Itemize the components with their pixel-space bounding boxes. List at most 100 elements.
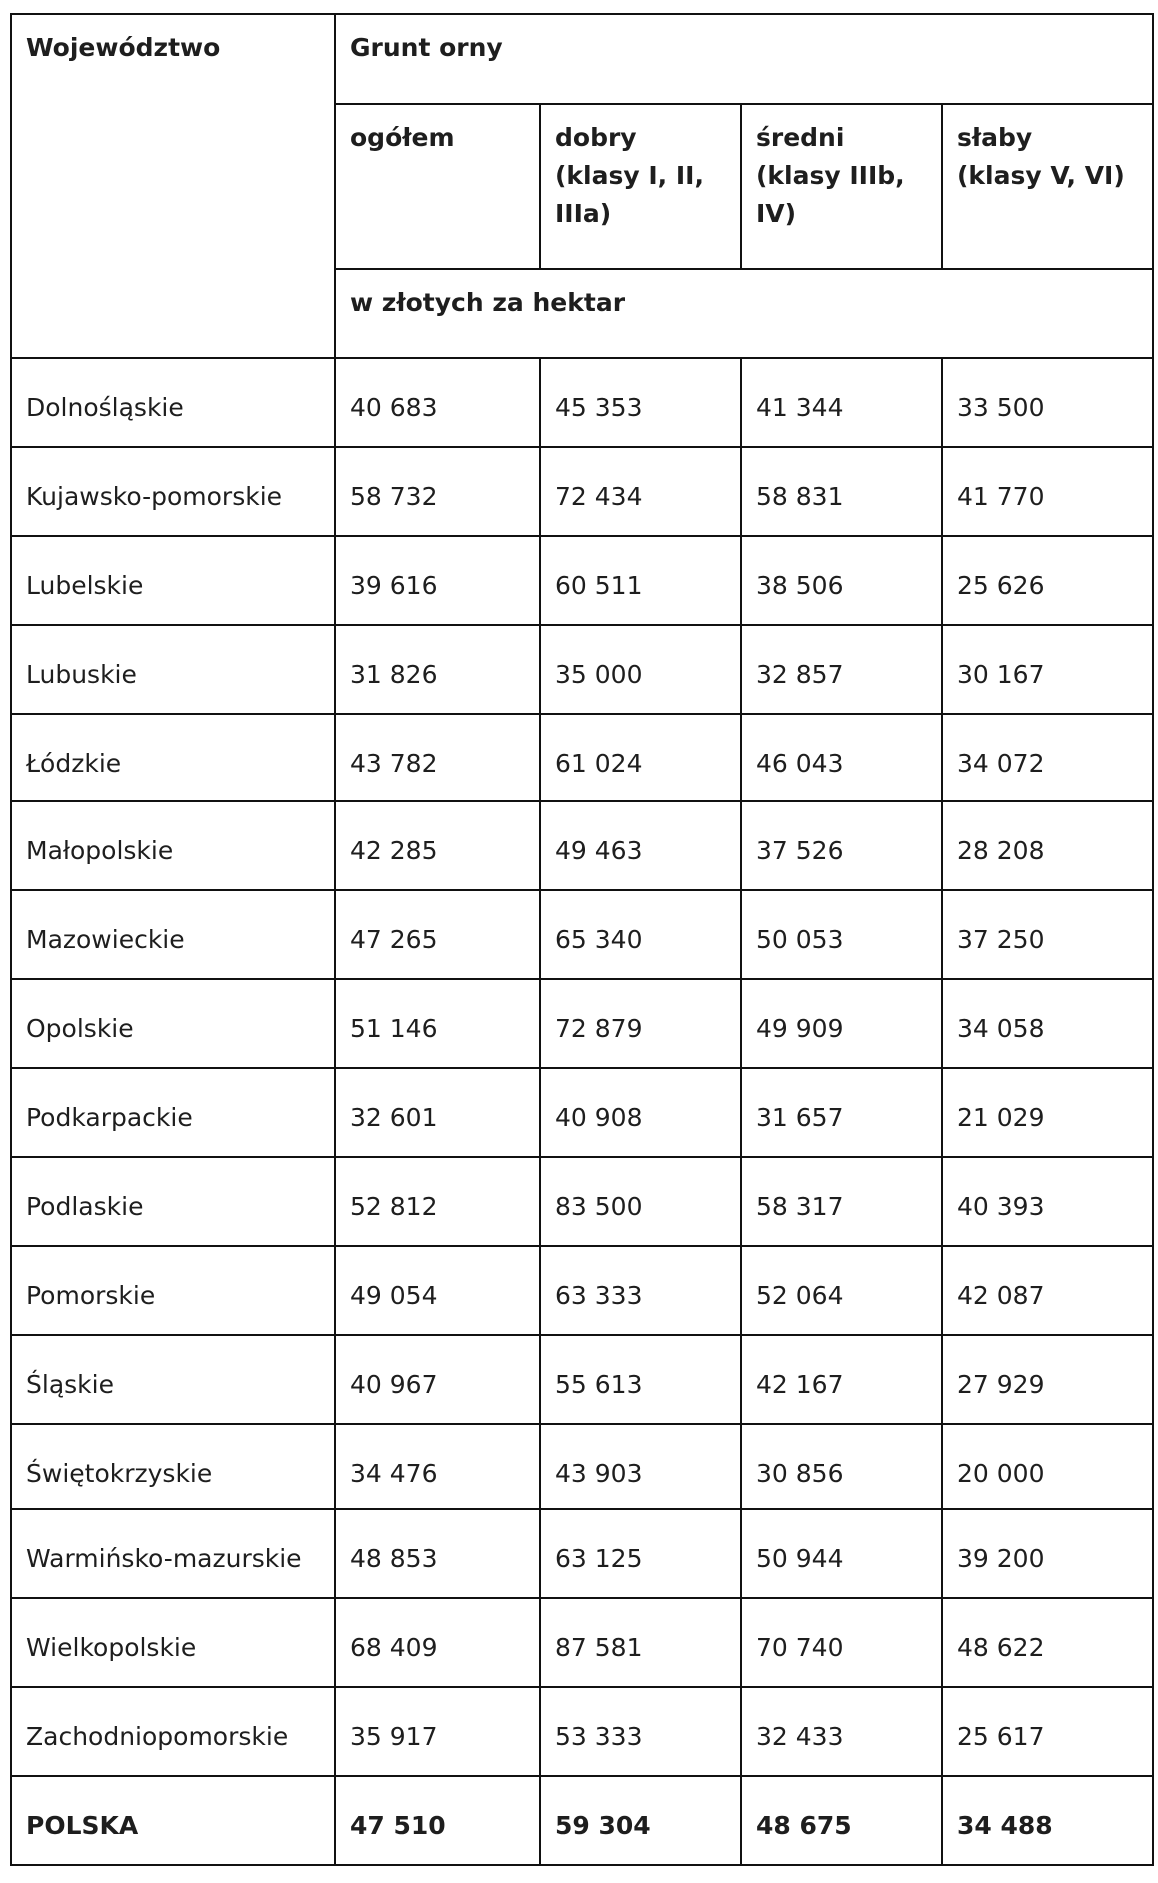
value-cell: 45 353: [539, 357, 742, 448]
region-cell: Śląskie: [10, 1334, 336, 1425]
region-cell: Wielkopolskie: [10, 1597, 336, 1688]
value-cell: 46 043: [740, 713, 943, 802]
header-row-3: w złotych za hektar: [11, 268, 1155, 359]
column-title: dobry: [555, 123, 637, 152]
value-cell: 34 058: [940, 978, 1155, 1069]
value-cell: 25 617: [940, 1686, 1155, 1777]
value-cell: 72 879: [539, 978, 742, 1069]
value-cell: 42 087: [940, 1245, 1155, 1336]
region-cell: Zachodniopomorskie: [10, 1686, 336, 1777]
value-cell: 41 770: [940, 446, 1155, 537]
value-cell: 50 944: [740, 1508, 943, 1599]
header-row-1: Województwo Grunt orny: [10, 13, 1155, 359]
value-cell: 60 511: [539, 535, 742, 626]
table-row: Śląskie 40 967 55 613 42 167 27 929: [10, 1334, 1155, 1425]
value-cell: 35 000: [539, 624, 742, 715]
value-cell: 61 024: [539, 713, 742, 802]
value-cell: 34 488: [940, 1775, 1155, 1866]
region-column-header: Województwo: [10, 13, 336, 359]
value-cell: 52 812: [334, 1156, 541, 1247]
table-row: Lubuskie 31 826 35 000 32 857 30 167: [10, 624, 1155, 715]
value-cell: 59 304: [539, 1775, 742, 1866]
column-subtitle: (klasy IIIb, IV): [756, 161, 905, 228]
value-cell: 83 500: [539, 1156, 742, 1247]
table-row: Podlaskie 52 812 83 500 58 317 40 393: [10, 1156, 1155, 1247]
table-row: Dolnośląskie 40 683 45 353 41 344 33 500: [10, 357, 1155, 448]
value-cell: 33 500: [940, 357, 1155, 448]
column-subtitle: (klasy I, II, IIIa): [555, 161, 704, 228]
value-cell: 49 909: [740, 978, 943, 1069]
column-header-total: ogółem: [334, 103, 541, 270]
table-row: Podkarpackie 32 601 40 908 31 657 21 029: [10, 1067, 1155, 1158]
column-header-good: dobry (klasy I, II, IIIa): [539, 103, 742, 270]
region-cell: Łódzkie: [10, 713, 336, 802]
value-cell: 31 657: [740, 1067, 943, 1158]
unit-header: w złotych za hektar: [333, 268, 1155, 359]
value-cell: 20 000: [940, 1423, 1155, 1510]
region-cell: Lubelskie: [10, 535, 336, 626]
value-cell: 40 908: [539, 1067, 742, 1158]
value-cell: 48 622: [940, 1597, 1155, 1688]
value-cell: 65 340: [539, 889, 742, 980]
value-cell: 30 167: [940, 624, 1155, 715]
value-cell: 87 581: [539, 1597, 742, 1688]
table-header: Województwo Grunt orny ogółem dobry (kla…: [10, 13, 1155, 359]
value-cell: 39 200: [940, 1508, 1155, 1599]
value-cell: 28 208: [940, 800, 1155, 891]
value-cell: 37 250: [940, 889, 1155, 980]
value-cell: 40 967: [334, 1334, 541, 1425]
value-cell: 32 601: [334, 1067, 541, 1158]
region-cell: Mazowieckie: [10, 889, 336, 980]
value-cell: 63 333: [539, 1245, 742, 1336]
value-cell: 48 853: [334, 1508, 541, 1599]
value-cell: 32 857: [740, 624, 943, 715]
column-header-medium: średni (klasy IIIb, IV): [740, 103, 943, 270]
value-cell: 58 831: [740, 446, 943, 537]
region-cell: Dolnośląskie: [10, 357, 336, 448]
value-cell: 58 317: [740, 1156, 943, 1247]
value-cell: 42 167: [740, 1334, 943, 1425]
table-row: Zachodniopomorskie 35 917 53 333 32 433 25 6…: [10, 1686, 1155, 1777]
region-cell: Opolskie: [10, 978, 336, 1069]
value-cell: 47 510: [334, 1775, 541, 1866]
table-row: Pomorskie 49 054 63 333 52 064 42 087: [10, 1245, 1155, 1336]
region-cell: Podlaskie: [10, 1156, 336, 1247]
region-cell: Podkarpackie: [10, 1067, 336, 1158]
value-cell: 21 029: [940, 1067, 1155, 1158]
total-row: POLSKA 47 510 59 304 48 675 34 488: [10, 1775, 1155, 1866]
value-cell: 70 740: [740, 1597, 943, 1688]
table-row: Kujawsko-pomorskie 58 732 72 434 58 831 41 7…: [10, 446, 1155, 537]
value-cell: 49 054: [334, 1245, 541, 1336]
table-row: Warmińsko-mazurskie 48 853 63 125 50 944 39 …: [10, 1508, 1155, 1599]
value-cell: 58 732: [334, 446, 541, 537]
value-cell: 34 476: [334, 1423, 541, 1510]
table-row: Świętokrzyskie 34 476 43 903 30 856 20 000: [10, 1423, 1155, 1510]
column-header-weak: słaby (klasy V, VI): [940, 103, 1155, 270]
value-cell: 41 344: [740, 357, 943, 448]
value-cell: 63 125: [539, 1508, 742, 1599]
column-title: ogółem: [350, 123, 455, 152]
value-cell: 35 917: [334, 1686, 541, 1777]
value-cell: 53 333: [539, 1686, 742, 1777]
value-cell: 48 675: [740, 1775, 943, 1866]
table-row: Mazowieckie 47 265 65 340 50 053 37 250: [10, 889, 1155, 980]
value-cell: 38 506: [740, 535, 943, 626]
value-cell: 51 146: [334, 978, 541, 1069]
arable-land-header: Grunt orny: [333, 13, 1155, 105]
table-row: Lubelskie 39 616 60 511 38 506 25 626: [10, 535, 1155, 626]
value-cell: 43 903: [539, 1423, 742, 1510]
header-row-2: ogółem dobry (klasy I, II, IIIa) średni …: [11, 103, 1155, 270]
region-cell: Małopolskie: [10, 800, 336, 891]
region-cell: Lubuskie: [10, 624, 336, 715]
region-cell: Świętokrzyskie: [10, 1423, 336, 1510]
region-cell: POLSKA: [10, 1775, 336, 1866]
value-cell: 40 683: [334, 357, 541, 448]
column-title: średni: [756, 123, 845, 152]
value-cell: 27 929: [940, 1334, 1155, 1425]
column-title: słaby: [957, 123, 1033, 152]
table-row: Wielkopolskie 68 409 87 581 70 740 48 622: [10, 1597, 1155, 1688]
value-cell: 50 053: [740, 889, 943, 980]
value-cell: 72 434: [539, 446, 742, 537]
region-cell: Kujawsko-pomorskie: [10, 446, 336, 537]
region-cell: Pomorskie: [10, 1245, 336, 1336]
